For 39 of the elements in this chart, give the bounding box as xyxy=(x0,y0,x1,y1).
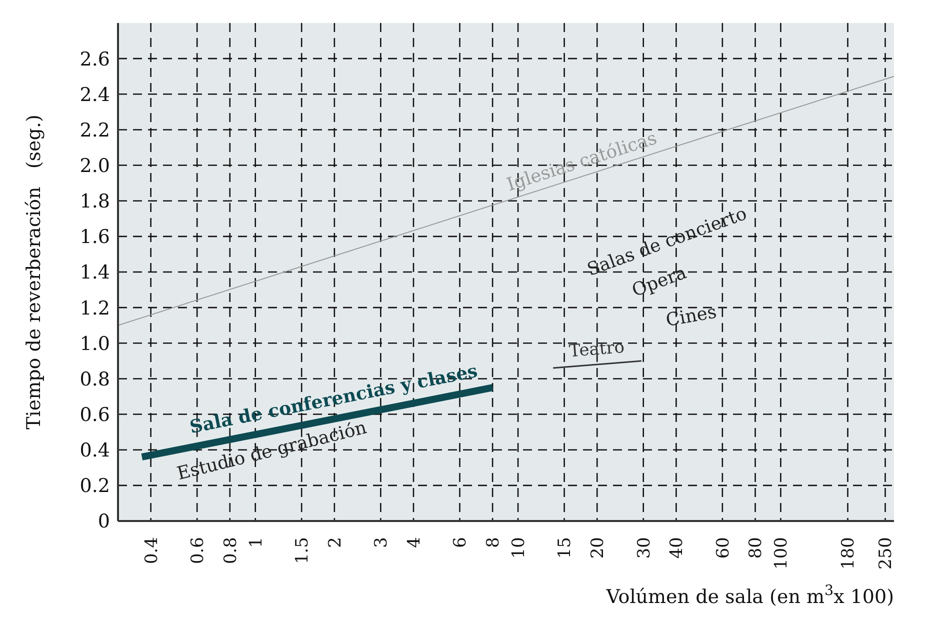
x-tick-label: 80 xyxy=(746,537,766,559)
y-tick-label: 0.4 xyxy=(80,440,110,462)
y-tick-label: 1.0 xyxy=(80,332,110,355)
x-tick-label: 250 xyxy=(876,537,896,570)
x-tick-label: 4 xyxy=(404,537,424,548)
y-tick-label: 2.4 xyxy=(80,84,110,106)
x-axis-title: Volúmen de sala (en m$^{3}$x 100) xyxy=(605,583,894,608)
x-tick-label: 30 xyxy=(634,537,654,559)
annotation: Opera xyxy=(629,262,690,302)
x-tick-label: 1.5 xyxy=(292,537,313,564)
y-tick-label: 0 xyxy=(98,510,110,533)
x-tick-label: 8 xyxy=(484,537,504,548)
y-tick-label: 0.8 xyxy=(80,368,110,390)
x-tick-label: 15 xyxy=(555,537,576,559)
y-tick-label: 1.8 xyxy=(80,190,110,213)
y-tick-label: 0.6 xyxy=(80,404,110,426)
x-tick-label: 60 xyxy=(713,537,734,559)
annotation: Cines xyxy=(664,302,718,332)
y-axis-title: Tiempo de reverberación (seg.) xyxy=(23,114,45,430)
x-tick-label: 40 xyxy=(667,537,688,559)
x-tick-label: 0.4 xyxy=(142,537,162,564)
x-tick-label: 3 xyxy=(372,537,392,548)
x-tick-label: 0.8 xyxy=(220,537,241,564)
y-tick-label: 2.6 xyxy=(80,48,110,70)
x-tick-label: 0.6 xyxy=(188,537,208,564)
x-tick-label: 1 xyxy=(246,537,266,548)
x-tick-label: 10 xyxy=(508,537,529,559)
x-tick-label: 100 xyxy=(772,537,792,570)
x-tick-label: 20 xyxy=(588,537,608,559)
x-tick-label: 180 xyxy=(838,537,859,570)
y-tick-label: 2.0 xyxy=(80,155,110,178)
y-tick-label: 2.2 xyxy=(80,119,110,142)
y-tick-label: 1.6 xyxy=(80,226,110,248)
y-tick-label: 0.2 xyxy=(80,475,110,498)
x-tick-label: 6 xyxy=(450,537,471,548)
y-tick-label: 1.4 xyxy=(80,262,110,284)
y-tick-label: 1.2 xyxy=(80,297,110,320)
x-tick-label: 2 xyxy=(325,537,346,548)
series-label: Teatro xyxy=(568,337,626,362)
